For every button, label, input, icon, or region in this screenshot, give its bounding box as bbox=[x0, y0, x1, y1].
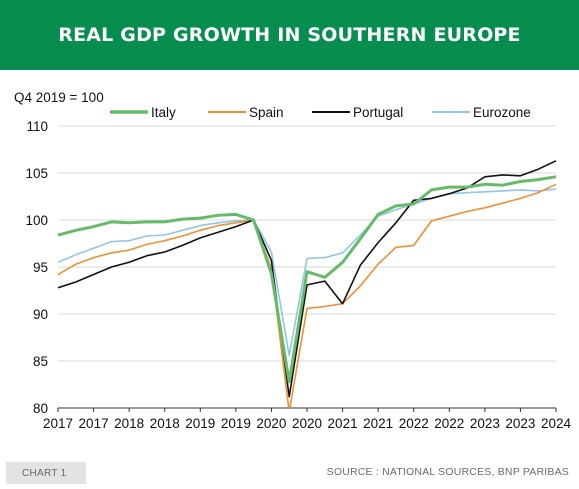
gridlines bbox=[58, 125, 556, 409]
y-tick-label: 95 bbox=[33, 260, 48, 275]
series-line-italy bbox=[58, 175, 557, 384]
x-tick-label: 2019 bbox=[185, 416, 215, 431]
y-axis-unit-label: Q4 2019 = 100 bbox=[14, 90, 104, 105]
x-tick-label: 2020 bbox=[292, 416, 322, 431]
x-tick-label: 2017 bbox=[79, 416, 109, 431]
series-line-portugal bbox=[58, 160, 557, 398]
series-lines bbox=[58, 160, 557, 408]
legend-label-portugal: Portugal bbox=[353, 105, 403, 120]
x-tick-label: 2021 bbox=[363, 416, 393, 431]
y-tick-label: 85 bbox=[33, 354, 48, 369]
line-chart: 80 85 90 95 100 105 110 2017 2017 2018 2018 2019 201… bbox=[25, 105, 571, 431]
x-tick-label: 2022 bbox=[434, 416, 464, 431]
x-tick-label: 2020 bbox=[256, 416, 286, 431]
x-tick-label: 2023 bbox=[505, 416, 535, 431]
x-tick-label: 2024 bbox=[541, 416, 572, 431]
y-tick-label: 105 bbox=[25, 166, 48, 181]
header-banner: REAL GDP GROWTH IN SOUTHERN EUROPE bbox=[0, 0, 579, 70]
series-line-eurozone bbox=[58, 188, 557, 357]
x-tick-label: 2018 bbox=[150, 416, 180, 431]
x-tick-label: 2021 bbox=[328, 416, 358, 431]
legend: Italy Spain Portugal Eurozone bbox=[110, 105, 531, 120]
legend-label-spain: Spain bbox=[249, 105, 284, 120]
x-tick-label: 2022 bbox=[399, 416, 429, 431]
chart-number-badge: CHART 1 bbox=[6, 462, 86, 484]
legend-label-italy: Italy bbox=[151, 105, 176, 120]
source-note: SOURCE : NATIONAL SOURCES, BNP PARIBAS bbox=[326, 466, 569, 478]
y-tick-label: 90 bbox=[33, 307, 48, 322]
x-tick-label: 2017 bbox=[43, 416, 73, 431]
x-tick-label: 2019 bbox=[221, 416, 251, 431]
y-tick-label: 110 bbox=[26, 119, 48, 134]
y-tick-label: 80 bbox=[33, 401, 48, 416]
x-tick-label: 2023 bbox=[470, 416, 500, 431]
axes: 80 85 90 95 100 105 110 2017 2017 2018 2018 2019 201… bbox=[25, 119, 571, 431]
x-tick-label: 2018 bbox=[114, 416, 144, 431]
series-line-spain bbox=[58, 183, 557, 408]
legend-label-eurozone: Eurozone bbox=[473, 105, 531, 120]
y-tick-label: 100 bbox=[25, 213, 48, 228]
chart-title: REAL GDP GROWTH IN SOUTHERN EUROPE bbox=[58, 24, 521, 46]
